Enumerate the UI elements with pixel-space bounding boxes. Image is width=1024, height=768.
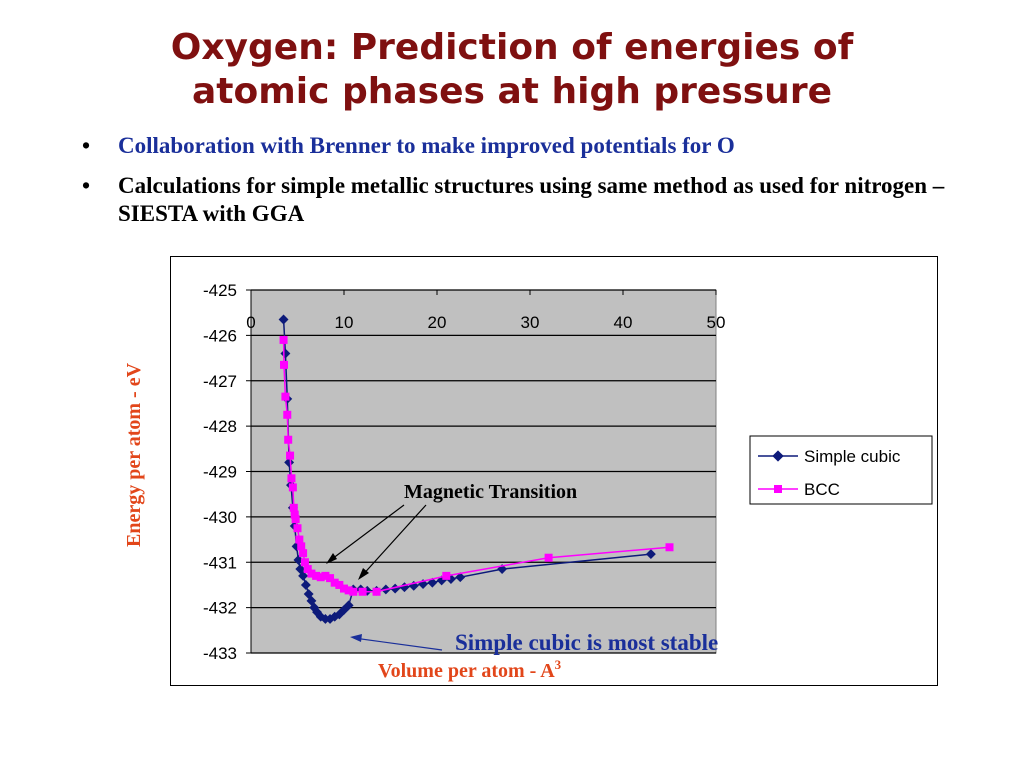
x-axis-label-text: Volume per atom - A [378, 660, 555, 682]
bullet-text: Calculations for simple metallic structu… [118, 173, 945, 226]
y-tick-labels: -425 -426 -427 -428 -429 -430 -431 -432 -433 [203, 281, 237, 663]
data-point-bcc [316, 573, 325, 582]
x-tick-label: 40 [614, 313, 633, 332]
data-point-bcc [321, 571, 330, 580]
data-point-bcc [293, 524, 302, 533]
data-point-simple-cubic [298, 570, 309, 581]
magnetic-transition-label: Magnetic Transition [404, 481, 577, 503]
data-point-bcc [300, 558, 309, 567]
data-point-bcc [372, 587, 381, 596]
legend-marker-bcc [774, 485, 782, 493]
y-tick-label: -432 [203, 599, 237, 618]
title-line-1: Oxygen: Prediction of energies of [170, 27, 854, 68]
data-point-simple-cubic [300, 579, 311, 590]
legend-label-bcc: BCC [804, 480, 840, 499]
data-point-bcc [358, 587, 367, 596]
data-point-bcc [288, 483, 297, 492]
y-tick-label: -429 [203, 463, 237, 482]
y-tick-label: -427 [203, 372, 237, 391]
data-point-simple-cubic [284, 457, 295, 468]
bullet-item: • Collaboration with Brenner to make imp… [78, 132, 998, 160]
stable-arrow-head [350, 634, 362, 642]
magnetic-arrow-1 [327, 504, 405, 563]
title-line-2: atomic phases at high pressure [192, 71, 832, 112]
x-axis-label-superscript: 3 [555, 657, 562, 672]
data-point-bcc [283, 410, 292, 419]
magnetic-arrow-2-head [358, 568, 369, 580]
y-axis-label: Energy per atom - eV [123, 362, 145, 547]
legend-label-simple-cubic: Simple cubic [804, 447, 901, 466]
bullet-item: • Calculations for simple metallic struc… [78, 172, 998, 228]
x-tick-label: 50 [707, 313, 726, 332]
y-tick-label: -425 [203, 281, 237, 300]
data-point-bcc [340, 584, 348, 593]
legend: Simple cubic BCC [749, 435, 933, 505]
stable-arrow [353, 637, 443, 651]
x-tick-labels: 0 10 20 30 40 50 [246, 313, 725, 332]
slide-title: Oxygen: Prediction of energies of atomic… [0, 26, 1024, 114]
data-point-bcc [284, 435, 293, 444]
data-point-simple-cubic [293, 555, 304, 565]
data-point-bcc [287, 474, 296, 483]
data-point-bcc [280, 360, 289, 369]
magnetic-arrow-1-head [326, 553, 337, 564]
data-point-bcc [665, 543, 674, 552]
data-point-bcc [312, 571, 321, 580]
data-point-bcc [297, 542, 306, 551]
bullet-list: • Collaboration with Brenner to make imp… [78, 132, 998, 240]
data-point-bcc [286, 451, 295, 460]
series-layer [278, 314, 674, 624]
bullet-text: Collaboration with Brenner to make impro… [118, 133, 735, 158]
data-point-bcc [307, 569, 316, 578]
data-point-simple-cubic [280, 348, 291, 359]
y-tick-label: -426 [203, 326, 237, 345]
bullet-marker: • [82, 133, 91, 158]
data-point-bcc [290, 510, 299, 519]
data-point-bcc [281, 392, 290, 401]
data-point-bcc [279, 335, 288, 344]
magnetic-arrow-2 [359, 504, 427, 579]
data-point-simple-cubic [455, 572, 466, 583]
y-tick-label: -433 [203, 644, 237, 663]
data-point-simple-cubic [390, 583, 401, 594]
data-point-bcc [344, 586, 353, 595]
data-point-bcc [299, 549, 308, 558]
data-point-bcc [442, 571, 451, 580]
data-point-bcc [303, 565, 312, 574]
data-point-bcc [544, 553, 553, 562]
y-tick-label: -431 [203, 553, 237, 572]
data-point-bcc [326, 574, 335, 583]
y-tick-label: -428 [203, 417, 237, 436]
x-tick-label: 10 [335, 313, 354, 332]
simple-cubic-stable-label: Simple cubic is most stable [455, 630, 718, 655]
x-tick-label: 20 [428, 313, 447, 332]
data-point-simple-cubic [278, 314, 289, 325]
bullet-marker: • [82, 173, 91, 198]
data-point-simple-cubic [343, 600, 354, 611]
data-point-bcc [295, 535, 304, 544]
data-point-bcc [335, 580, 344, 589]
x-tick-label: 30 [521, 313, 540, 332]
data-point-bcc [330, 578, 339, 587]
x-tick-label: 0 [246, 313, 255, 332]
legend-marker-simple-cubic [772, 450, 784, 462]
x-axis-label: Volume per atom - A3 [378, 657, 562, 682]
data-point-bcc [349, 587, 358, 596]
data-point-simple-cubic [645, 549, 656, 560]
data-point-bcc [289, 503, 298, 512]
y-tick-label: -430 [203, 508, 237, 527]
data-point-bcc [291, 515, 300, 524]
